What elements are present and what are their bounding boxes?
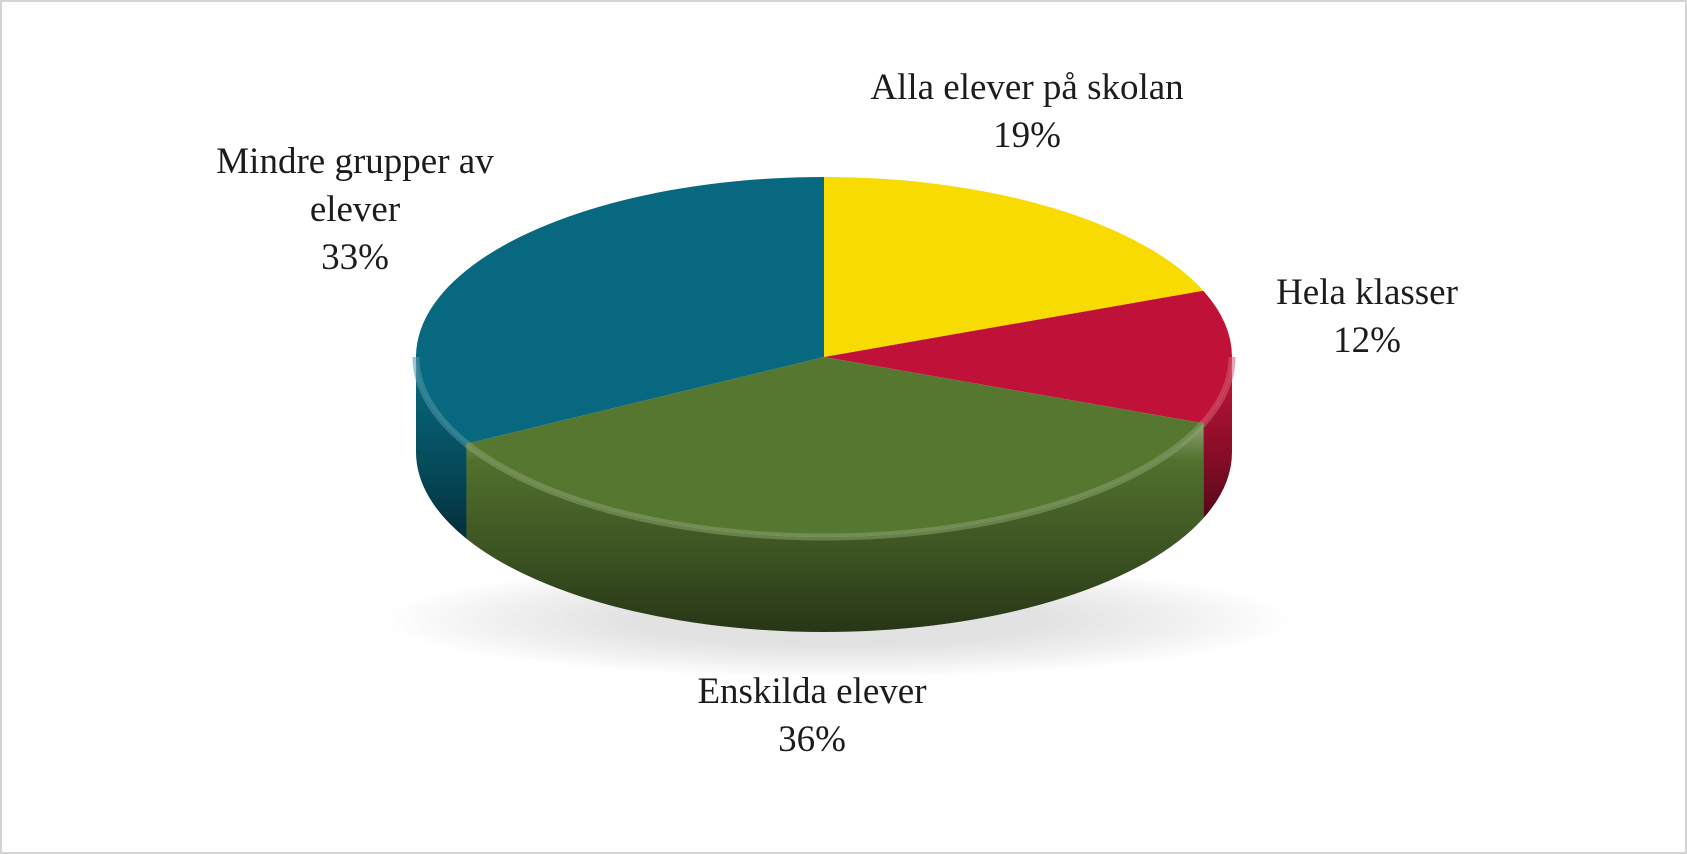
slice-label-mindre-grupper: Mindre grupper av elever 33% [185, 138, 525, 282]
slice-label-text: Mindre grupper av elever [216, 141, 494, 230]
slice-percent: 33% [321, 237, 389, 278]
slice-percent: 12% [1333, 320, 1401, 361]
pie-slice-top-hela-klasser [824, 290, 1232, 424]
pie-slice-side-enskilda-elever [466, 423, 1204, 633]
pie-slice-top-alla-elever-p-skolan [824, 177, 1204, 357]
pie-slice-top-enskilda-elever [466, 357, 1204, 538]
pie-slice-top-mindre-grupper-av-elever [415, 177, 824, 444]
slice-label-text: Hela klasser [1276, 272, 1458, 313]
pie-rim-highlight [412, 356, 469, 447]
pie-rim-highlight [464, 420, 1206, 541]
slice-label-text: Enskilda elever [697, 671, 927, 712]
slice-label-alla-elever: Alla elever på skolan 19% [787, 64, 1267, 160]
pie-rim-highlight [1200, 356, 1236, 426]
slice-percent: 19% [993, 115, 1061, 156]
slice-label-text: Alla elever på skolan [870, 67, 1184, 108]
slice-label-hela-klasser: Hela klasser 12% [1177, 269, 1557, 365]
slice-label-enskilda-elever: Enskilda elever 36% [582, 668, 1042, 764]
slice-percent: 36% [778, 719, 846, 760]
